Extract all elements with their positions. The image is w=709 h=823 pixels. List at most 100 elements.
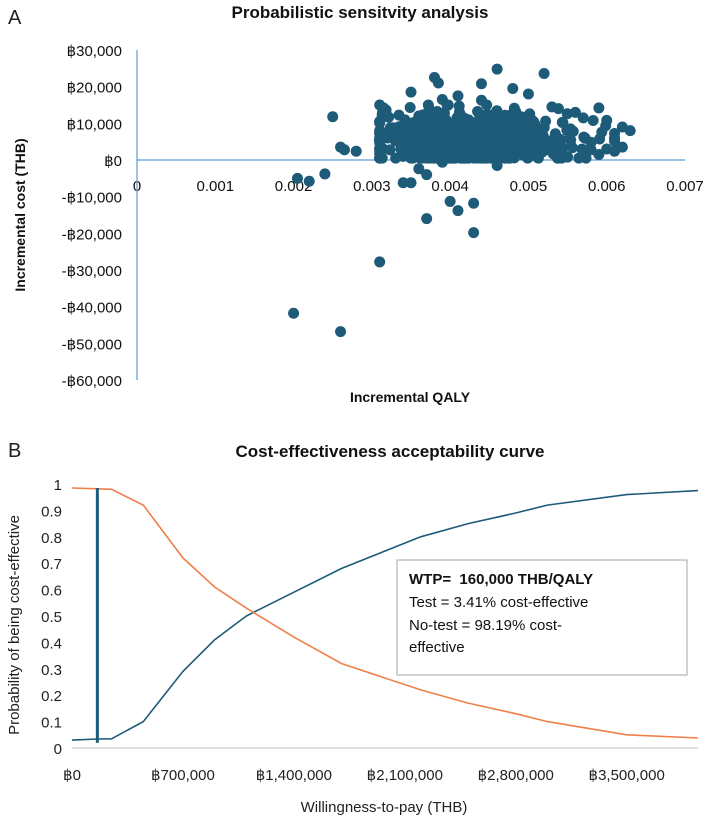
panel-a-x-tick-label: 0.006 <box>588 178 626 195</box>
panel-a-x-tick-label: 0.003 <box>353 178 391 195</box>
scatter-point <box>432 77 444 89</box>
scatter-point <box>489 120 501 132</box>
scatter-point <box>562 151 574 163</box>
annotation-notest-cont: effective <box>409 639 465 656</box>
scatter-point <box>564 123 576 135</box>
scatter-point <box>483 110 495 122</box>
panel-a-y-label: Incremental cost (THB) <box>12 138 28 291</box>
series-line-test <box>71 489 699 741</box>
scatter-point <box>531 151 543 163</box>
scatter-point <box>374 124 386 136</box>
scatter-point <box>452 205 464 217</box>
annotation-test: Test = 3.41% cost-effective <box>409 594 588 611</box>
scatter-point <box>520 133 532 145</box>
scatter-point <box>593 102 605 114</box>
scatter-point <box>303 175 315 187</box>
panel-a-y-tick-label: -฿20,000 <box>62 226 122 243</box>
scatter-point <box>319 168 331 180</box>
scatter-point <box>468 197 480 209</box>
scatter-point <box>475 78 487 90</box>
panel-a-title: Probabilistic sensitvity analysis <box>231 3 488 22</box>
scatter-point <box>503 135 515 147</box>
scatter-point <box>491 63 503 75</box>
scatter-point <box>452 90 464 102</box>
scatter-point <box>518 142 530 154</box>
scatter-point <box>395 143 407 155</box>
scatter-point <box>557 117 569 129</box>
panel-a-x-tick-label: 0.005 <box>510 178 548 195</box>
scatter-point <box>538 122 550 134</box>
scatter-point <box>507 83 519 94</box>
scatter-point <box>500 152 512 164</box>
scatter-point <box>374 256 386 268</box>
scatter-point <box>624 125 636 137</box>
panel-b-y-tick-label: 0.1 <box>41 715 62 732</box>
scatter-point <box>453 100 465 112</box>
panel-a-y-tick-label: -฿30,000 <box>62 263 122 280</box>
panel-a-label: A <box>8 7 22 29</box>
scatter-point <box>546 101 558 113</box>
panel-b-x-tick-label: ฿700,000 <box>151 767 215 784</box>
scatter-point <box>405 177 417 189</box>
panel-b-x-tick-label: ฿2,100,000 <box>367 767 443 784</box>
scatter-point <box>468 227 480 239</box>
panel-b-x-ticks: ฿0 ฿700,000 ฿1,400,000 ฿2,100,000 ฿2,800,000… <box>63 767 665 784</box>
panel-b-y-tick-label: 0 <box>54 741 62 758</box>
panel-b-label: B <box>8 440 21 462</box>
panel-b: B Cost-effectiveness acceptability curve… <box>6 440 699 816</box>
panel-a-y-tick-label: ฿0 <box>104 153 122 170</box>
panel-b-y-tick-label: 0.5 <box>41 609 62 626</box>
panel-b-series <box>71 487 699 741</box>
scatter-point <box>577 112 589 124</box>
scatter-point <box>601 114 613 126</box>
scatter-point <box>512 126 524 138</box>
scatter-point <box>468 134 480 146</box>
scatter-point <box>601 143 613 155</box>
scatter-point <box>327 111 339 123</box>
scatter-point <box>424 140 436 152</box>
annotation-box: WTP= 160,000 THB/QALY Test = 3.41% cost-… <box>396 559 688 676</box>
scatter-point <box>438 107 450 119</box>
panel-a-y-tick-label: ฿10,000 <box>67 116 122 133</box>
panel-b-y-label: Probability of being cost-effective <box>6 515 23 735</box>
scatter-point <box>522 88 534 100</box>
panel-b-x-tick-label: ฿0 <box>63 767 81 784</box>
scatter-point <box>573 152 585 164</box>
scatter-point <box>436 156 448 168</box>
panel-b-title: Cost-effectiveness acceptability curve <box>236 442 545 461</box>
scatter-point <box>593 149 605 160</box>
scatter-point <box>528 116 540 128</box>
scatter-point <box>455 133 467 145</box>
panel-b-y-tick-label: 0.9 <box>41 503 62 520</box>
panel-b-x-tick-label: ฿1,400,000 <box>256 767 332 784</box>
annotation-notest: No-test = 98.19% cost- <box>409 617 562 634</box>
panel-b-x-label: Willingness-to-pay (THB) <box>301 799 468 816</box>
panel-a: A Probabilistic sensitvity analysis ฿30,… <box>8 3 704 405</box>
scatter-point <box>335 326 347 338</box>
scatter-point <box>414 119 426 131</box>
scatter-point <box>440 135 452 147</box>
scatter-point <box>397 121 409 133</box>
scatter-point <box>564 133 576 145</box>
scatter-point <box>384 144 396 156</box>
scatter-point <box>291 172 303 184</box>
scatter-point <box>383 111 395 123</box>
panel-b-y-tick-label: 0.7 <box>41 556 62 573</box>
scatter-point <box>479 142 491 154</box>
scatter-point <box>409 151 421 163</box>
scatter-point <box>587 114 599 126</box>
scatter-point <box>577 144 589 156</box>
panel-b-y-tick-label: 1 <box>54 477 62 494</box>
scatter-point <box>501 123 513 135</box>
panel-a-x-tick-label: 0.002 <box>275 178 313 195</box>
scatter-point <box>487 142 499 154</box>
panel-a-y-tick-label: -฿50,000 <box>62 336 122 353</box>
scatter-point <box>338 144 350 156</box>
scatter-point <box>569 106 581 118</box>
scatter-point <box>497 144 509 156</box>
scatter-point <box>425 116 437 128</box>
scatter-point <box>288 307 300 319</box>
scatter-point <box>475 94 487 106</box>
